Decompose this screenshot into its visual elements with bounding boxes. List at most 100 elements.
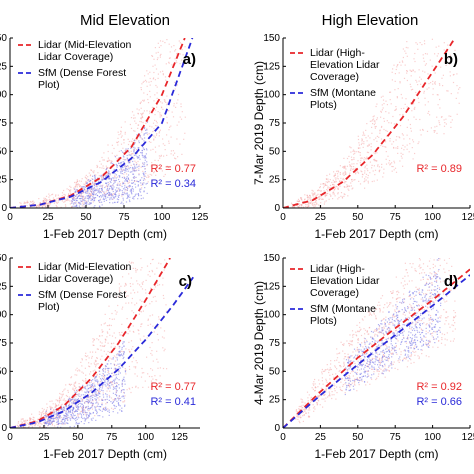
scatter-point [383,356,385,358]
scatter-point [373,123,375,126]
scatter-point [107,144,109,146]
scatter-point [93,362,95,364]
scatter-point [170,153,172,155]
scatter-point [65,384,67,386]
scatter-point [340,341,342,343]
scatter-point [92,404,94,406]
scatter-point [318,196,320,198]
scatter-point [75,401,77,403]
scatter-point [118,371,120,373]
scatter-point [104,399,106,401]
scatter-point [428,31,429,32]
scatter-point [86,202,88,204]
scatter-point [92,344,94,346]
scatter-point [143,110,145,112]
scatter-point [405,269,408,271]
scatter-point [318,189,320,192]
scatter-point [66,188,68,190]
scatter-point [47,421,50,423]
scatter-point [116,184,118,186]
scatter-point [355,172,357,174]
scatter-point [359,322,361,324]
scatter-point [146,164,148,167]
scatter-point [332,373,334,375]
scatter-point [29,429,30,430]
scatter-point [367,182,369,184]
scatter-point [446,90,448,92]
scatter-point [159,71,162,73]
scatter-point [371,120,373,122]
scatter-point [137,113,139,115]
x-tick-label: 75 [390,212,402,223]
scatter-point [97,415,99,417]
scatter-point [64,204,67,206]
scatter-point [310,396,312,398]
scatter-point [145,129,147,131]
scatter-point [357,331,359,333]
scatter-point [162,191,163,192]
scatter-point [300,398,302,400]
scatter-point [383,128,385,131]
scatter-point [118,287,121,289]
scatter-point [349,372,351,374]
scatter-point [105,197,107,199]
scatter-point [110,160,112,162]
scatter-point [35,209,36,210]
scatter-point [95,406,97,408]
scatter-point [141,282,143,284]
scatter-point [138,313,140,315]
scatter-point [451,255,452,256]
scatter-point [130,153,133,155]
scatter-point [295,418,297,420]
scatter-point [114,386,116,388]
scatter-point [80,400,82,402]
scatter-point [325,397,327,399]
scatter-point [356,372,358,374]
scatter-point [80,407,83,409]
scatter-point [151,350,153,352]
scatter-point [107,186,109,188]
scatter-point [92,351,94,353]
scatter-point [65,199,67,201]
scatter-point [447,29,448,30]
scatter-point [358,180,360,182]
scatter-point [420,266,422,269]
y-tick-label: 100 [0,90,7,101]
scatter-point [313,410,315,412]
scatter-point [173,45,175,47]
scatter-point [341,377,343,379]
scatter-point [456,7,457,8]
scatter-point [165,79,167,81]
scatter-point [149,173,151,176]
scatter-point [112,170,114,172]
scatter-point [107,157,109,159]
scatter-point [82,406,84,408]
scatter-point [389,321,392,323]
scatter-point [106,387,108,389]
scatter-point [296,413,298,415]
scatter-point [114,346,116,348]
scatter-point [168,62,170,64]
scatter-point [342,350,344,352]
scatter-point [57,426,59,428]
scatter-point [447,316,449,318]
scatter-point [421,308,423,311]
scatter-point [106,325,108,327]
scatter-point [323,394,325,396]
scatter-point [145,148,148,150]
scatter-point [21,429,22,430]
scatter-point [55,195,57,197]
scatter-point [366,123,368,125]
scatter-point [84,355,86,357]
scatter-point [397,340,399,342]
scatter-point [162,294,164,297]
scatter-point [438,287,440,289]
scatter-point [407,34,408,35]
scatter-point [452,37,453,38]
scatter-point [45,200,47,202]
scatter-point [91,380,93,382]
scatter-point [88,192,90,194]
scatter-point [111,402,113,404]
scatter-point [81,371,83,373]
scatter-point [108,414,110,416]
